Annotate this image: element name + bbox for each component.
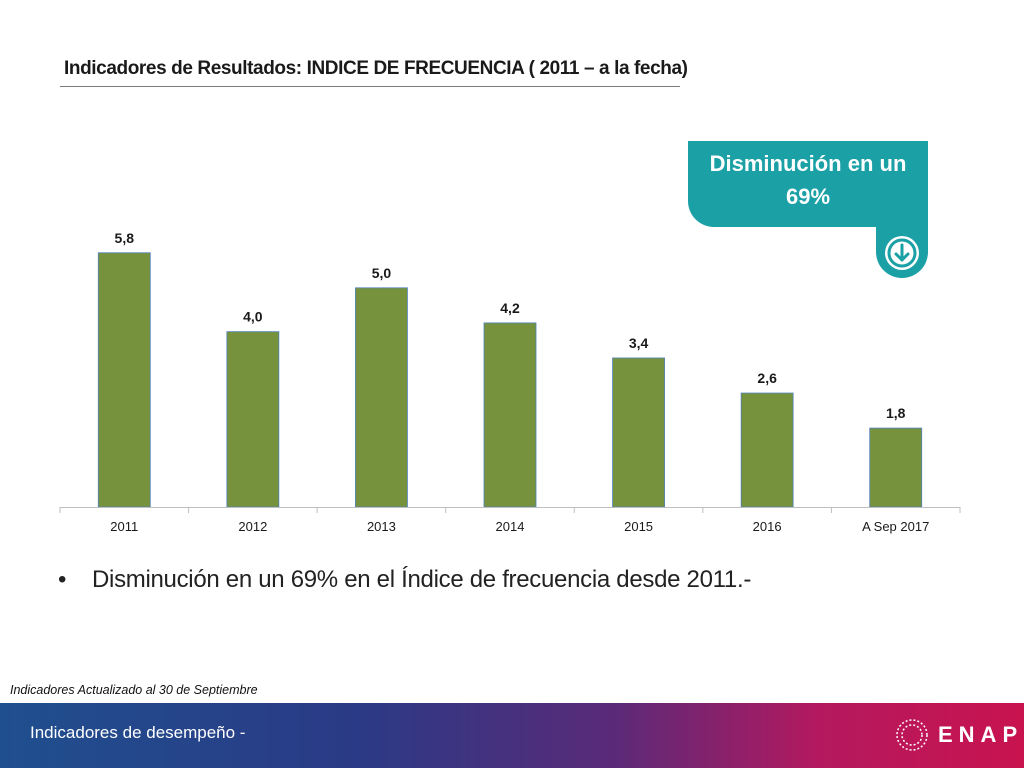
bar-2011 [97, 252, 151, 508]
callout-line-2: 69% [785, 184, 831, 209]
reduction-callout [688, 141, 928, 227]
footer-text: Indicadores de desempeño - [30, 723, 246, 742]
slide-title: Indicadores de Resultados: INDICE DE FRE… [64, 58, 688, 79]
bar-2015 [612, 357, 665, 508]
enap-logo-mark-icon [896, 719, 928, 751]
footer-bar: Indicadores de desempeño - ENAP [0, 703, 1024, 768]
x-tick-label: 2016 [753, 519, 782, 534]
bar-2012 [226, 331, 280, 508]
x-tick-label: A Sep 2017 [862, 519, 929, 534]
chart-data-labels: 5,8 4,0 5,0 4,2 3,4 2,6 1,8 [115, 230, 906, 421]
data-label: 5,8 [115, 230, 135, 246]
bar-2014 [483, 322, 537, 508]
bar-2016 [740, 392, 794, 508]
chart-bars [97, 252, 923, 508]
data-label: 1,8 [886, 405, 906, 421]
bar-2013 [355, 287, 408, 508]
x-axis-ticks [59, 507, 961, 513]
title-underline [60, 86, 680, 87]
data-label: 2,6 [757, 370, 777, 386]
update-note: Indicadores Actualizado al 30 de Septiem… [10, 683, 258, 697]
data-label: 4,0 [243, 309, 263, 325]
x-tick-label: 2012 [238, 519, 267, 534]
x-tick-label: 2015 [624, 519, 653, 534]
reduction-callout-text: Disminución en un 69% [688, 147, 928, 213]
x-tick-label: 2014 [496, 519, 525, 534]
x-tick-label: 2013 [367, 519, 396, 534]
bar-chart: 5,84,05,04,23,42,61,8 2011 2012 2013 2014 20… [59, 230, 961, 534]
summary-bullet-text: Disminución en un 69% en el Índice de fr… [92, 566, 752, 593]
x-axis-tick-labels: 2011 2012 2013 2014 2015 2016 A Sep 2017 [110, 519, 929, 534]
x-tick-label: 2011 [110, 519, 138, 534]
arrow-down-circle-icon [885, 236, 919, 270]
summary-bullet: • Disminución en un 69% en el Índice de f… [58, 566, 751, 594]
data-label: 5,0 [372, 265, 392, 281]
enap-logo: ENAP [938, 722, 1024, 747]
bar-a-sep-2017 [869, 427, 923, 508]
data-label: 4,2 [500, 300, 520, 316]
data-label: 3,4 [629, 335, 649, 351]
callout-line-1: Disminución en un [709, 151, 907, 176]
bullet-dot: • [58, 566, 67, 593]
